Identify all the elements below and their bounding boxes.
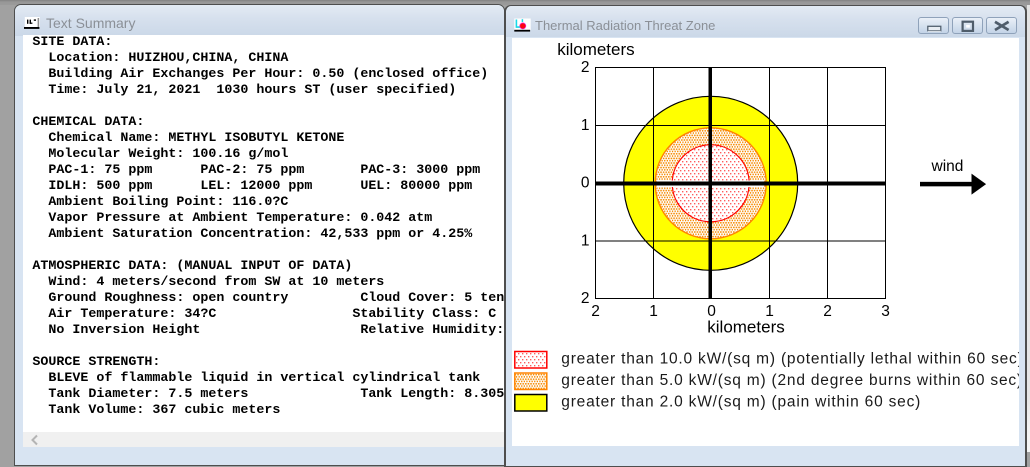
svg-text:3: 3	[881, 303, 890, 320]
svg-text:2: 2	[581, 290, 590, 307]
svg-text:kilometers: kilometers	[707, 318, 784, 337]
svg-text:2: 2	[823, 303, 832, 320]
svg-text:greater than 5.0 kW/(sq m) (2n: greater than 5.0 kW/(sq m) (2nd degree b…	[561, 372, 1019, 389]
svg-text:2: 2	[581, 59, 590, 76]
svg-text:1: 1	[581, 117, 590, 134]
svg-text:0: 0	[581, 175, 590, 192]
svg-text:0: 0	[707, 303, 716, 320]
svg-text:1: 1	[649, 303, 658, 320]
svg-text:2: 2	[591, 303, 600, 320]
svg-text:wind: wind	[931, 158, 964, 175]
svg-text:kilometers: kilometers	[557, 40, 634, 59]
svg-text:1: 1	[765, 303, 774, 320]
svg-text:greater than 10.0 kW/(sq m) (p: greater than 10.0 kW/(sq m) (potentially…	[561, 351, 1019, 368]
svg-text:greater than 2.0 kW/(sq m) (pa: greater than 2.0 kW/(sq m) (pain within …	[561, 394, 921, 411]
svg-text:1: 1	[581, 232, 590, 249]
